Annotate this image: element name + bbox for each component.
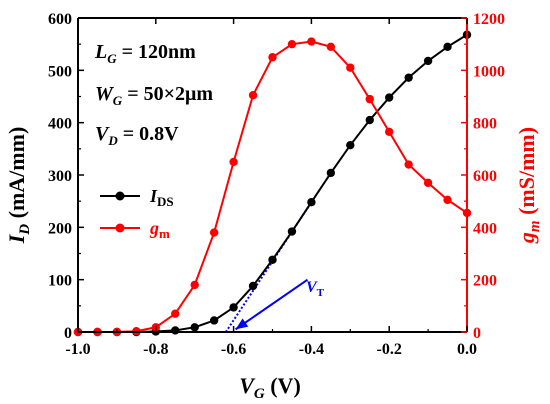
legend: IDS gm (100, 186, 174, 241)
data-point-ids (346, 140, 355, 150)
data-point-ids (171, 326, 180, 335)
y-left-tick-label: 500 (48, 63, 72, 80)
data-point-gm (443, 195, 452, 205)
x-tick-label: -0.2 (377, 341, 402, 358)
data-point-ids (248, 281, 258, 291)
data-point-gm (171, 309, 180, 318)
data-point-gm (346, 63, 355, 72)
data-point-gm (326, 42, 336, 51)
x-tick-label: 0.0 (457, 341, 477, 358)
data-point-gm (248, 90, 258, 100)
data-point-gm (229, 157, 238, 167)
y-right-tick-label: 1200 (473, 11, 505, 28)
data-point-ids (404, 73, 413, 82)
vt-label: VT (306, 279, 325, 299)
y-right-tick-label: 600 (473, 168, 497, 185)
legend-gm-marker (115, 223, 125, 233)
data-point-ids (287, 227, 297, 236)
y-right-tick-label: 200 (473, 273, 497, 290)
x-axis-title: VG (V) (239, 373, 301, 402)
x-tick-label: -0.6 (221, 341, 246, 358)
data-point-ids (423, 56, 433, 66)
annotation-wg: WG = 50×2μm (95, 83, 213, 108)
vt-arrow-head (235, 318, 249, 330)
data-point-ids (385, 93, 394, 102)
vt-arrow-line (234, 278, 309, 331)
data-point-gm (190, 280, 199, 290)
x-tick-label: -0.8 (143, 341, 168, 358)
y-right-tick-label: 0 (473, 325, 481, 342)
data-point-gm (404, 160, 413, 169)
data-point-gm (209, 228, 219, 237)
annotation-vd: VD = 0.8V (95, 123, 179, 148)
data-point-ids (229, 303, 238, 312)
y-left-tick-label: 100 (48, 273, 72, 290)
y-left-tick-label: 200 (48, 220, 72, 237)
x-tick-label: -1.0 (65, 341, 90, 358)
y-axis-right-title: gm (mS/mm) (514, 127, 543, 244)
y-axis-left-title: ID (mA/mm) (4, 127, 33, 245)
data-point-gm (268, 53, 277, 62)
legend-gm-label: gm (149, 218, 170, 241)
y-right-tick-label: 400 (473, 220, 497, 237)
data-point-gm (423, 178, 433, 188)
y-left-tick-label: 300 (48, 168, 72, 185)
data-point-gm (365, 94, 374, 104)
data-point-ids (365, 115, 374, 125)
data-point-gm (287, 39, 297, 49)
y-right-tick-label: 1000 (473, 63, 505, 80)
legend-ids-label: IDS (149, 186, 174, 209)
y-left-tick-label: 0 (64, 325, 72, 342)
y-left-tick-label: 600 (48, 11, 72, 28)
legend-ids-marker (115, 191, 125, 201)
annotation-lg: LG = 120nm (94, 41, 196, 66)
y-left-tick-label: 400 (48, 116, 72, 133)
data-point-gm (307, 37, 316, 46)
data-point-ids (268, 255, 277, 264)
data-point-ids (326, 168, 336, 178)
y-right-tick-label: 800 (473, 116, 497, 133)
data-point-ids (190, 323, 199, 332)
data-point-ids (443, 42, 452, 51)
data-point-gm (385, 127, 394, 137)
data-point-ids (307, 198, 316, 207)
data-point-ids (209, 316, 219, 325)
x-tick-label: -0.4 (299, 341, 324, 358)
